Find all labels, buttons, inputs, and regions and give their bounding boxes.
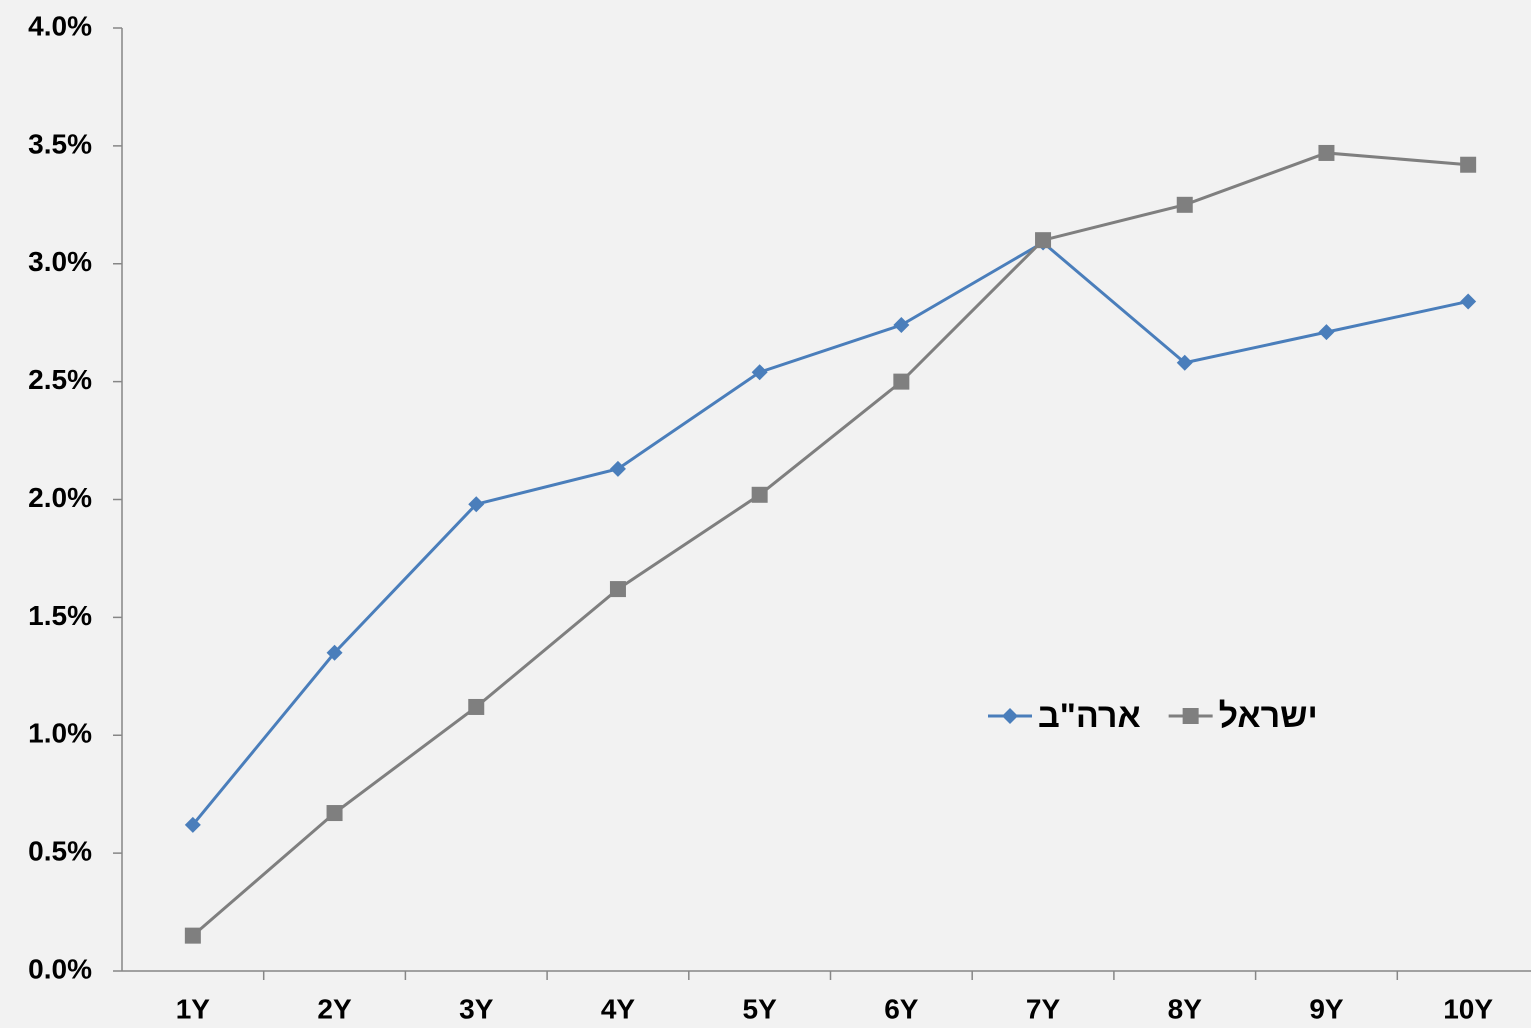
y-tick-label: 3.0% (28, 246, 92, 277)
y-tick-label: 3.5% (28, 128, 92, 159)
point (609, 460, 626, 477)
point (1002, 708, 1018, 724)
point (609, 581, 626, 598)
legend-label: ישראל (1219, 697, 1318, 735)
y-tick-label: 2.5% (28, 364, 92, 395)
point (1318, 144, 1335, 161)
point (1460, 293, 1477, 310)
point (893, 317, 910, 334)
series-line (191, 240, 1469, 826)
x-tick-label: 7Y (1026, 993, 1061, 1024)
point (326, 644, 343, 661)
series-line (191, 151, 1469, 937)
point (1182, 708, 1199, 724)
point (1460, 156, 1477, 173)
y-tick-label: 2.0% (28, 482, 92, 513)
point (184, 927, 201, 944)
x-tick-label: 5Y (743, 993, 778, 1024)
point (326, 805, 343, 822)
point (468, 698, 485, 715)
point (1035, 232, 1052, 249)
point (184, 816, 201, 833)
y-tick-label: 0.0% (28, 953, 92, 984)
point (1176, 196, 1193, 213)
point (468, 496, 485, 513)
legend-label: ארה"ב (1038, 697, 1141, 735)
point (1318, 324, 1335, 341)
point (751, 486, 768, 503)
y-tick-label: 0.5% (28, 836, 92, 867)
y-tick-label: 1.0% (28, 718, 92, 749)
x-tick-label: 4Y (601, 993, 636, 1024)
y-tick-label: 1.5% (28, 600, 92, 631)
x-tick-label: 10Y (1443, 993, 1493, 1024)
x-tick-label: 3Y (459, 993, 494, 1024)
x-tick-label: 9Y (1309, 993, 1344, 1024)
point (893, 373, 910, 390)
point (1176, 354, 1193, 371)
point (751, 364, 768, 381)
x-tick-label: 8Y (1168, 993, 1203, 1024)
y-tick-label: 4.0% (28, 10, 92, 41)
x-tick-label: 6Y (884, 993, 919, 1024)
x-tick-label: 2Y (317, 993, 352, 1024)
x-tick-label: 1Y (176, 993, 211, 1024)
